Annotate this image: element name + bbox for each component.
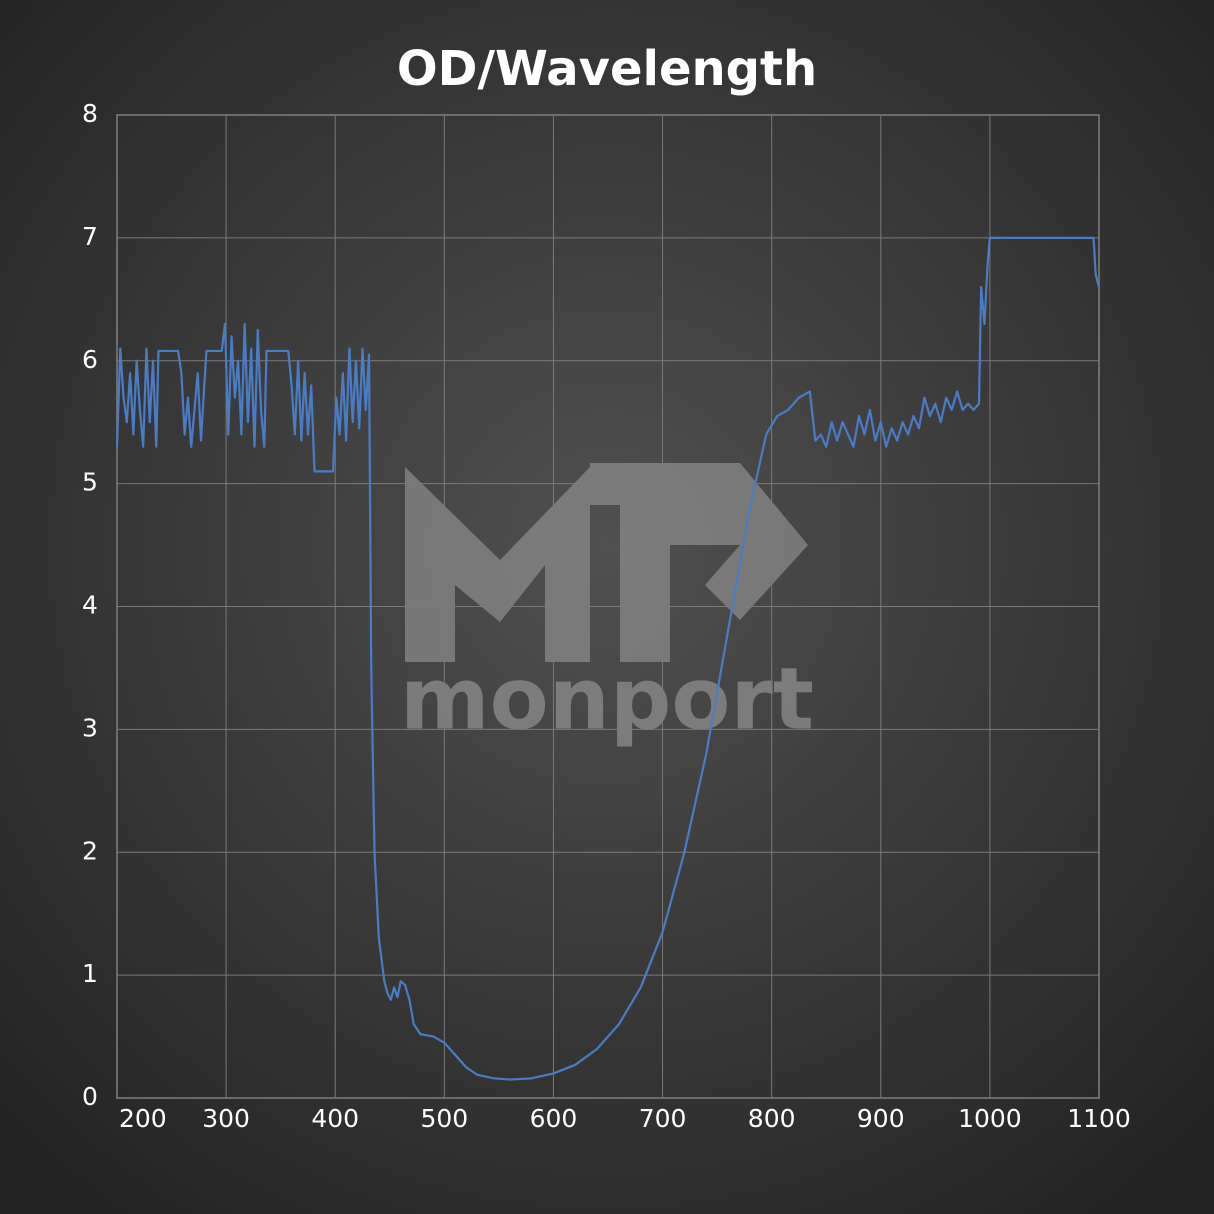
chart-title: OD/Wavelength <box>397 41 817 97</box>
data-line <box>115 236 1101 1081</box>
y-tick-label: 1 <box>82 959 98 988</box>
y-tick-label: 0 <box>82 1082 98 1111</box>
x-tick-label: 400 <box>311 1104 359 1133</box>
x-tick-label: 700 <box>639 1104 687 1133</box>
y-tick-label: 2 <box>82 836 98 865</box>
y-tick-label: 7 <box>82 222 98 251</box>
watermark-logo <box>405 463 808 662</box>
y-tick-label: 3 <box>82 713 98 742</box>
watermark-text: monport <box>400 649 814 749</box>
x-tick-label: 800 <box>748 1104 796 1133</box>
y-tick-label: 5 <box>82 468 98 497</box>
y-tick-label: 8 <box>82 99 98 128</box>
x-tick-label: 600 <box>530 1104 578 1133</box>
x-tick-label: 500 <box>420 1104 468 1133</box>
x-tick-label: 900 <box>857 1104 905 1133</box>
x-tick-label: 200 <box>119 1104 167 1133</box>
x-tick-label: 1100 <box>1067 1104 1131 1133</box>
x-tick-label: 1000 <box>958 1104 1022 1133</box>
y-tick-label: 6 <box>82 345 98 374</box>
x-tick-label: 300 <box>202 1104 250 1133</box>
y-tick-label: 4 <box>82 591 98 620</box>
